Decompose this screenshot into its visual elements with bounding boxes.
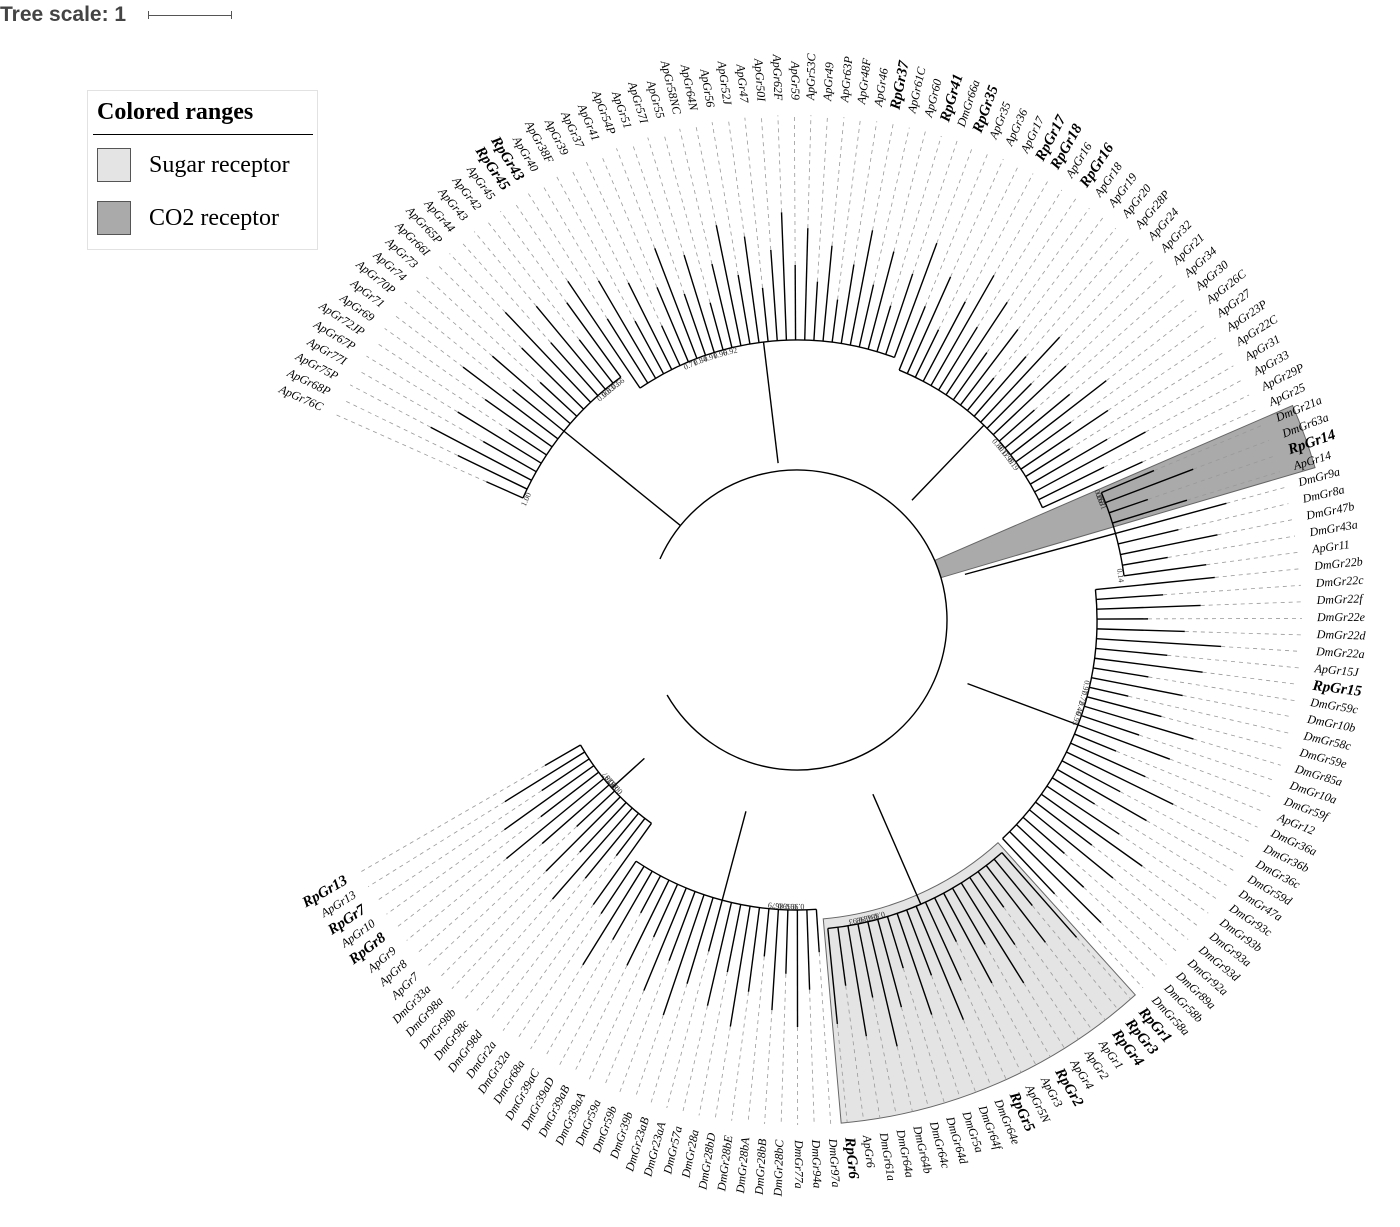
leaf-label: ApGr53C — [803, 52, 818, 101]
leaf-label: DmGr22c — [1314, 573, 1365, 590]
tree-scale: Tree scale: 1 — [0, 0, 233, 30]
tree-scale-label: Tree scale: 1 — [0, 3, 127, 26]
support-value: 0.72 — [1077, 690, 1089, 706]
branches — [335, 115, 1302, 1126]
leaf-label: DmGr94a — [809, 1138, 825, 1188]
support-values: 1.000.920.190.810.950.930.790.970.560.96… — [519, 346, 1126, 927]
leaf-label: DmGr28bC — [771, 1138, 787, 1197]
leaf-label: DmGr77a — [792, 1139, 806, 1189]
co2-receptor-range — [934, 404, 1316, 579]
support-value: 0.91 — [702, 351, 718, 364]
leaf-label: DmGr22e — [1316, 610, 1366, 624]
legend-item-sugar: Sugar receptor — [97, 147, 290, 183]
tree-scale-bar — [148, 11, 233, 19]
legend: Colored ranges Sugar receptor CO2 recept… — [87, 90, 318, 250]
support-value: 0.79 — [768, 901, 783, 911]
leaf-label: ApGr63P — [837, 55, 855, 104]
sugar-receptor-range — [822, 842, 1137, 1124]
legend-swatch-sugar — [97, 148, 131, 182]
legend-label-co2: CO2 receptor — [149, 204, 279, 231]
support-value: 0.86 — [775, 901, 789, 911]
support-value: 0.46 — [1074, 700, 1087, 716]
legend-label-sugar: Sugar receptor — [149, 151, 290, 178]
leaf-label: ApGr50I — [751, 57, 768, 103]
leaf-labels: ApGr76CApGr68PApGr75PApGr77IApGr67PApGr7… — [276, 52, 1367, 1197]
support-value: 0.93 — [848, 915, 863, 927]
support-value: 0.59 — [783, 902, 797, 911]
leaf-label: DmGr22d — [1316, 627, 1367, 642]
leaf-label: ApGr47 — [733, 62, 751, 104]
leaf-label: DmGr28bE — [714, 1134, 735, 1193]
leaf-label: ApGr11 — [1310, 537, 1350, 556]
leaf-label: ApGr59 — [788, 60, 802, 100]
leaf-label: DmGr28bA — [733, 1136, 753, 1195]
leaf-label: DmGr28bB — [752, 1138, 770, 1196]
leaf-label: DmGr22b — [1312, 554, 1363, 573]
support-value: 0.14 — [1115, 568, 1126, 583]
support-value: 0.97 — [1080, 679, 1092, 695]
support-value: 0.99 — [790, 902, 804, 911]
legend-divider — [93, 134, 313, 135]
leaf-label: ApGr52J — [715, 59, 735, 106]
leaf-label: RpGr15 — [1311, 678, 1363, 700]
support-value: 0.98 — [855, 913, 871, 925]
leaf-label: ApGr56 — [697, 67, 717, 108]
support-value: 0.96 — [712, 348, 728, 361]
support-value: 0.63 — [863, 911, 879, 923]
leaf-label: DmGr22a — [1315, 644, 1365, 661]
support-value: 1.00 — [519, 491, 533, 507]
colored-ranges — [822, 404, 1316, 1124]
legend-title: Colored ranges — [97, 99, 254, 125]
support-value: 0.88 — [870, 909, 886, 921]
leaf-label: ApGr48F — [854, 57, 874, 106]
leaf-label: ApGr46 — [871, 67, 891, 108]
legend-item-co2: CO2 receptor — [97, 200, 279, 236]
leaf-label: ApGr62F — [770, 53, 786, 101]
leaf-label: DmGr97a — [826, 1137, 843, 1187]
support-value: 0.95 — [1070, 710, 1083, 726]
leaf-label: ApGr15J — [1313, 661, 1360, 679]
leaf-label: ApGr49 — [820, 62, 836, 102]
legend-swatch-co2 — [97, 201, 131, 235]
leaf-label: RpGr6 — [841, 1136, 861, 1181]
support-value: 0.92 — [723, 346, 739, 358]
leaf-label: ApGr6 — [860, 1133, 878, 1168]
leaf-label: DmGr22f — [1315, 591, 1364, 607]
